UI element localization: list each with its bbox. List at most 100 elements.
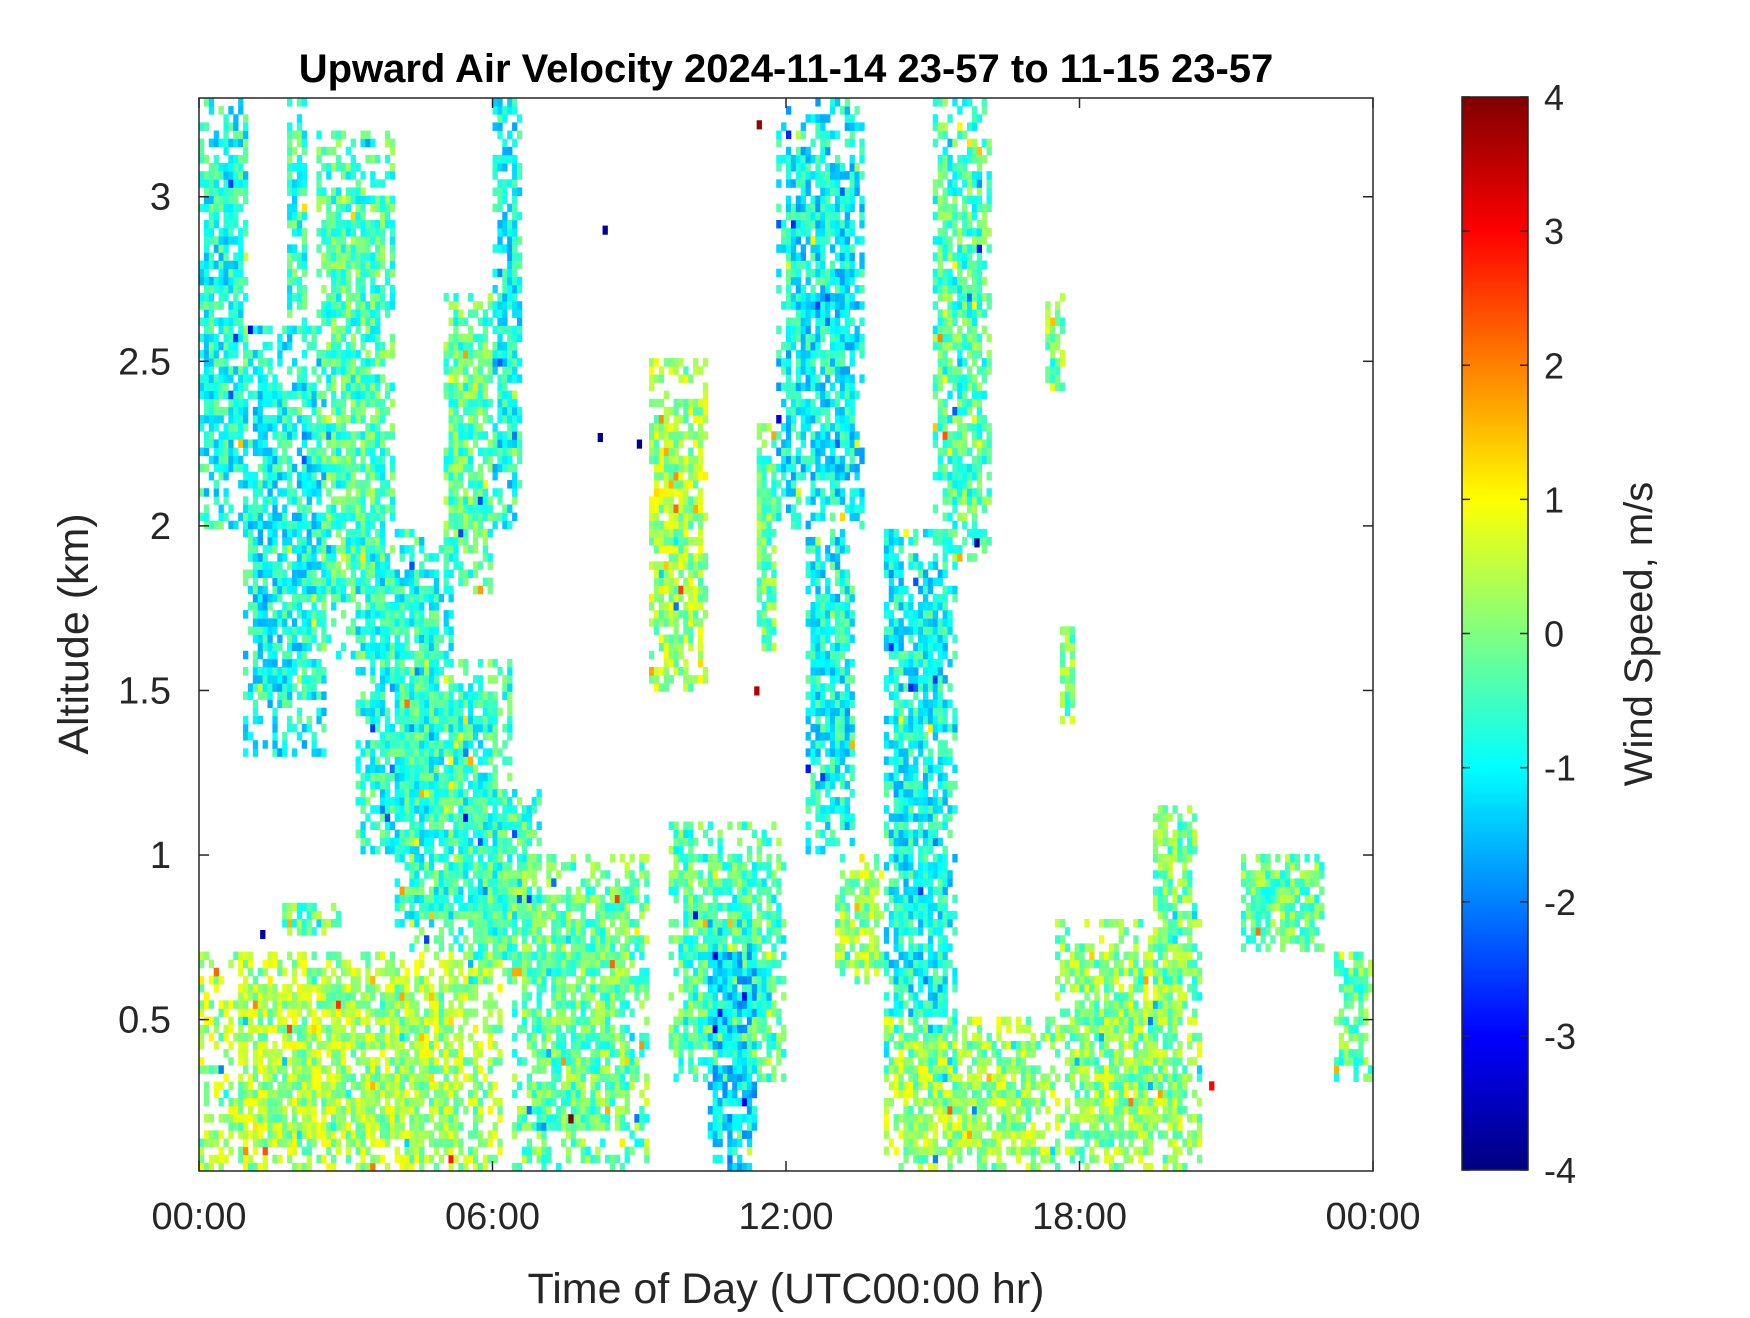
heatmap-cell	[262, 1162, 268, 1172]
heatmap-cell	[233, 1114, 239, 1123]
heatmap-cell	[340, 512, 347, 522]
heatmap-cell	[360, 748, 366, 757]
heatmap-cell	[277, 748, 283, 757]
heatmap-cell	[291, 528, 298, 538]
heatmap-cell	[335, 1040, 342, 1050]
heatmap-cell	[404, 577, 410, 587]
heatmap-cell	[565, 951, 572, 961]
heatmap-cell	[609, 1162, 616, 1172]
heatmap-cell	[487, 756, 493, 765]
heatmap-cell	[487, 862, 493, 871]
heatmap-cell	[326, 1162, 332, 1172]
heatmap-cell	[428, 813, 435, 822]
heatmap-cell	[267, 423, 273, 432]
heatmap-cell	[600, 1114, 606, 1123]
heatmap-cell	[541, 1049, 547, 1058]
heatmap-cell	[340, 195, 347, 205]
heatmap-cell	[472, 1040, 479, 1050]
heatmap-cell	[443, 496, 449, 505]
heatmap-cell	[443, 959, 449, 969]
heatmap-cell	[556, 951, 562, 961]
heatmap-cell	[448, 715, 454, 725]
heatmap-cell	[345, 341, 352, 351]
heatmap-cell	[306, 496, 312, 505]
heatmap-cell	[262, 398, 268, 408]
heatmap-cell	[438, 667, 444, 676]
heatmap-cell	[218, 366, 224, 375]
heatmap-cell	[409, 1130, 415, 1139]
heatmap-cell	[512, 349, 518, 359]
heatmap-cell	[311, 447, 317, 457]
heatmap-cell	[468, 512, 474, 522]
heatmap-cell	[365, 1105, 371, 1115]
heatmap-cell	[326, 146, 332, 156]
heatmap-cell	[267, 1138, 273, 1148]
heatmap-cell	[375, 553, 381, 562]
heatmap-cell	[355, 447, 361, 457]
heatmap-cell	[541, 910, 547, 920]
heatmap-cell	[394, 732, 400, 741]
heatmap-cell	[399, 902, 405, 912]
heatmap-cell	[560, 1089, 567, 1099]
heatmap-cell	[521, 1105, 528, 1115]
heatmap-cell	[463, 577, 469, 587]
heatmap-cell	[365, 236, 371, 245]
heatmap-cell	[252, 512, 259, 522]
heatmap-cell	[213, 284, 219, 294]
heatmap-cell	[609, 1089, 616, 1099]
heatmap-cell	[580, 1032, 586, 1042]
heatmap-cell	[502, 114, 508, 123]
heatmap-cell	[526, 829, 533, 839]
heatmap-cell	[399, 1016, 405, 1026]
heatmap-cell	[492, 423, 498, 432]
heatmap-cell	[477, 886, 484, 896]
heatmap-cell	[565, 1024, 572, 1034]
heatmap-cell	[306, 642, 312, 652]
heatmap-cell	[233, 1032, 239, 1042]
heatmap-cell	[282, 1040, 288, 1050]
heatmap-cell	[335, 1016, 342, 1026]
heatmap-cell	[443, 772, 449, 782]
heatmap-cell	[477, 496, 484, 505]
heatmap-cell	[507, 252, 513, 261]
heatmap-cell	[311, 683, 317, 692]
heatmap-cell	[399, 756, 405, 765]
heatmap-cell	[516, 431, 523, 440]
heatmap-cell	[326, 512, 332, 522]
heatmap-cell	[414, 870, 420, 879]
heatmap-cell	[453, 748, 459, 757]
heatmap-cell	[468, 919, 474, 928]
heatmap-cell	[326, 219, 332, 229]
heatmap-cell	[492, 1097, 498, 1107]
heatmap-cell	[605, 886, 611, 896]
heatmap-cell	[389, 1081, 396, 1091]
heatmap-cell	[243, 480, 249, 489]
heatmap-cell	[238, 236, 244, 245]
heatmap-cell	[291, 1162, 298, 1172]
heatmap-cell	[370, 252, 376, 261]
heatmap-cell	[384, 715, 391, 725]
heatmap-cell	[507, 707, 513, 717]
heatmap-cell	[497, 707, 503, 717]
heatmap-cell	[394, 853, 400, 863]
heatmap-cell	[399, 732, 405, 741]
heatmap-cell	[477, 366, 484, 375]
heatmap-cell	[497, 910, 503, 920]
heatmap-cell	[350, 244, 356, 253]
heatmap-cell	[321, 1024, 327, 1034]
heatmap-cell	[409, 593, 415, 603]
heatmap-cell	[507, 284, 513, 294]
heatmap-cell	[360, 138, 366, 148]
heatmap-cell	[272, 374, 278, 383]
heatmap-cell	[448, 658, 454, 668]
heatmap-cell	[468, 1057, 474, 1066]
heatmap-cell	[316, 1073, 322, 1082]
heatmap-cell	[296, 902, 303, 912]
heatmap-cell	[560, 1138, 567, 1148]
heatmap-cell	[243, 1146, 249, 1156]
heatmap-cell	[272, 471, 278, 481]
heatmap-cell	[223, 122, 229, 131]
heatmap-cell	[199, 349, 205, 359]
heatmap-cell	[252, 658, 259, 668]
heatmap-cell	[199, 122, 205, 131]
